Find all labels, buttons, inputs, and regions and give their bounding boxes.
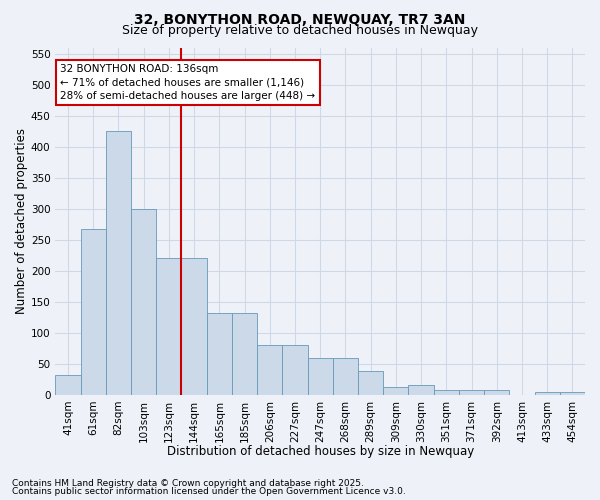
- Text: Contains HM Land Registry data © Crown copyright and database right 2025.: Contains HM Land Registry data © Crown c…: [12, 478, 364, 488]
- Bar: [308, 358, 333, 395]
- Bar: [80, 228, 106, 394]
- Text: 32 BONYTHON ROAD: 136sqm
← 71% of detached houses are smaller (1,146)
28% of sem: 32 BONYTHON ROAD: 136sqm ← 71% of detach…: [61, 64, 316, 100]
- X-axis label: Distribution of detached houses by size in Newquay: Distribution of detached houses by size …: [167, 444, 474, 458]
- Text: Size of property relative to detached houses in Newquay: Size of property relative to detached ho…: [122, 24, 478, 37]
- Bar: [106, 131, 131, 394]
- Bar: [131, 208, 156, 394]
- Text: Contains public sector information licensed under the Open Government Licence v3: Contains public sector information licen…: [12, 487, 406, 496]
- Bar: [434, 390, 459, 394]
- Bar: [459, 390, 484, 394]
- Bar: [484, 390, 509, 394]
- Y-axis label: Number of detached properties: Number of detached properties: [15, 128, 28, 314]
- Bar: [409, 385, 434, 394]
- Bar: [181, 258, 207, 394]
- Bar: [156, 258, 181, 394]
- Bar: [535, 392, 560, 394]
- Bar: [560, 392, 585, 394]
- Bar: [232, 313, 257, 394]
- Bar: [55, 375, 80, 394]
- Bar: [283, 345, 308, 395]
- Bar: [207, 313, 232, 394]
- Text: 32, BONYTHON ROAD, NEWQUAY, TR7 3AN: 32, BONYTHON ROAD, NEWQUAY, TR7 3AN: [134, 12, 466, 26]
- Bar: [257, 345, 283, 395]
- Bar: [333, 358, 358, 395]
- Bar: [358, 371, 383, 394]
- Bar: [383, 386, 409, 394]
